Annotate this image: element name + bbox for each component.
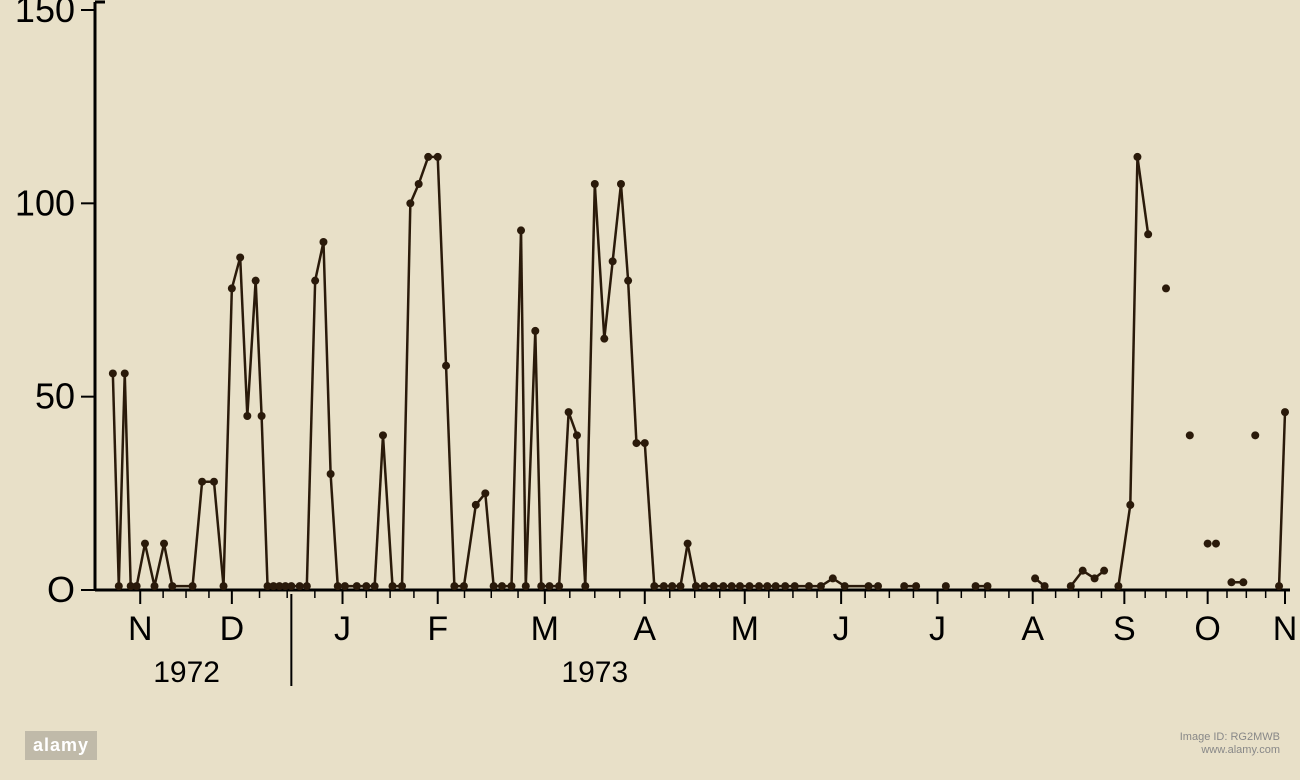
svg-text:M: M — [731, 610, 759, 648]
svg-text:O: O — [47, 569, 75, 610]
svg-text:S: S — [1113, 610, 1136, 648]
watermark-id-line2: www.alamy.com — [1180, 744, 1280, 757]
watermark-id: Image ID: RG2MWB www.alamy.com — [1180, 731, 1280, 757]
svg-text:M: M — [531, 610, 559, 648]
svg-text:A: A — [1021, 610, 1044, 648]
watermark-logo: alamy — [25, 731, 97, 760]
watermark-id-line1: Image ID: RG2MWB — [1180, 731, 1280, 744]
svg-text:J: J — [929, 610, 946, 648]
svg-text:O: O — [1194, 610, 1220, 648]
svg-text:50: 50 — [35, 376, 75, 417]
svg-text:F: F — [427, 610, 448, 648]
svg-text:A: A — [633, 610, 656, 648]
chart-container: O50100150NDJFMAMJJASON19721973 — [0, 0, 1300, 775]
svg-text:N: N — [128, 610, 153, 648]
svg-text:N: N — [1273, 610, 1298, 648]
svg-text:J: J — [334, 610, 351, 648]
svg-text:1972: 1972 — [153, 656, 220, 689]
chart-svg: O50100150NDJFMAMJJASON19721973 — [0, 0, 1300, 775]
svg-text:J: J — [833, 610, 850, 648]
svg-text:D: D — [220, 610, 245, 648]
svg-text:100: 100 — [15, 182, 75, 223]
svg-text:150: 150 — [15, 0, 75, 30]
svg-text:1973: 1973 — [561, 656, 628, 689]
